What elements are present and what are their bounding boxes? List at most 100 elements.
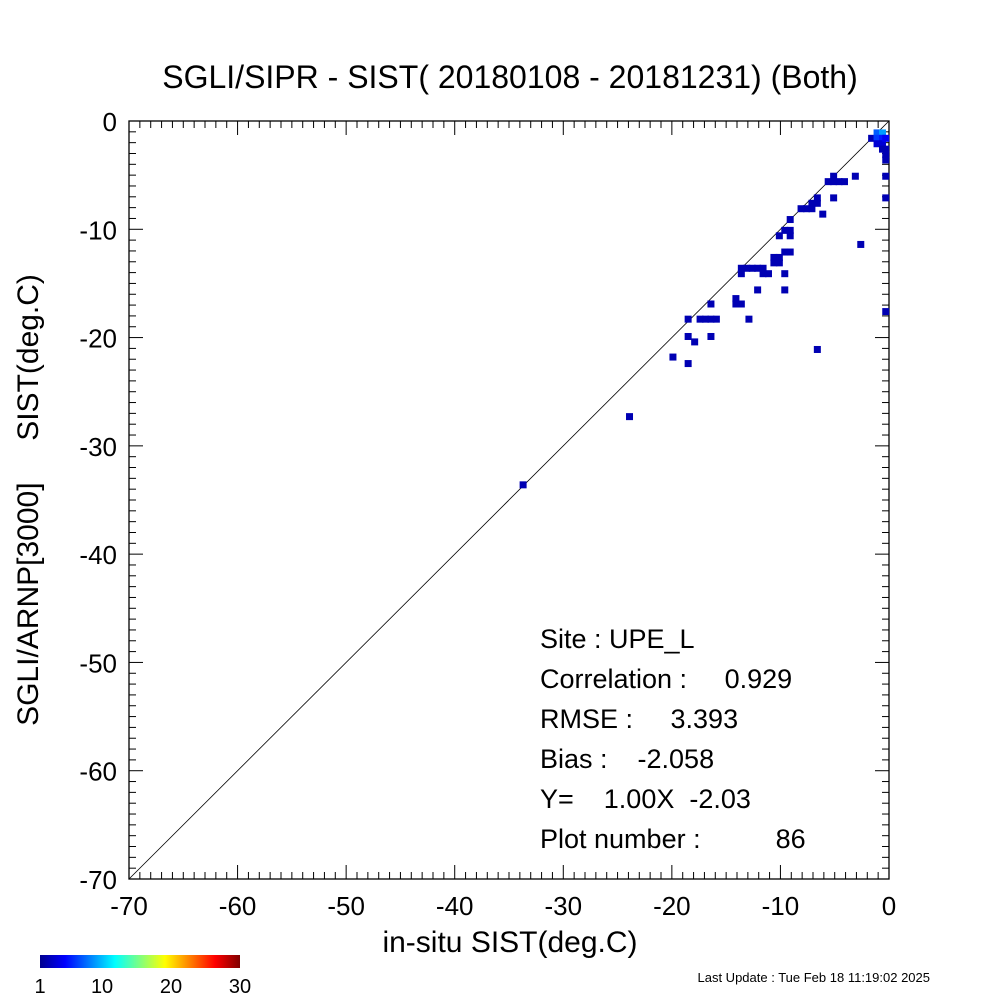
data-point	[873, 134, 881, 142]
y-axis-label: SGLI/ARNP[3000] SIST(deg.C)	[12, 274, 45, 726]
minor-ticks	[128, 120, 890, 880]
data-point	[781, 270, 789, 278]
x-tick-label: -30	[544, 891, 582, 921]
y-tick-label: -40	[79, 540, 117, 570]
data-point	[712, 315, 720, 323]
data-point	[669, 353, 677, 361]
y-tick-label: -50	[79, 648, 117, 678]
data-point	[732, 300, 740, 308]
colorbar-gradient	[40, 955, 240, 968]
stats-line: RMSE : 3.393	[540, 704, 738, 734]
data-point	[813, 345, 821, 353]
stats-line: Y= 1.00X -2.03	[540, 784, 751, 814]
data-point	[684, 332, 692, 340]
data-point	[882, 308, 890, 316]
data-point	[737, 264, 745, 272]
data-point	[830, 172, 838, 180]
data-point	[882, 172, 890, 180]
y-tick-label: 0	[103, 107, 117, 137]
data-point	[882, 145, 890, 153]
data-point	[684, 315, 692, 323]
y-tick-label: -60	[79, 757, 117, 787]
x-tick-label: -70	[110, 891, 148, 921]
data-point	[626, 413, 634, 421]
data-point	[851, 172, 859, 180]
data-point	[824, 178, 832, 186]
data-point	[684, 360, 692, 368]
chart-title-group: SGLI/SIPR - SIST( 20180108 - 20181231) (…	[162, 59, 857, 95]
data-point	[759, 264, 767, 272]
reference-line-y-equals-x	[128, 120, 890, 880]
data-point	[737, 270, 745, 278]
x-tick-labels: -70 -60 -50 -40 -30 -20 -10 0	[110, 891, 896, 921]
stats-line: Correlation : 0.929	[540, 664, 792, 694]
data-point	[882, 156, 890, 164]
stats-line: Bias : -2.058	[540, 744, 714, 774]
data-point	[748, 264, 756, 272]
colorbar-tick-labels: 1 10 20 30	[34, 976, 251, 998]
data-point	[802, 205, 810, 213]
data-point	[770, 253, 778, 261]
data-point	[882, 134, 890, 142]
data-point	[878, 140, 886, 148]
data-point	[754, 264, 762, 272]
y-tick-label: -70	[79, 865, 117, 895]
x-tick-label: -50	[327, 891, 365, 921]
data-point	[781, 248, 789, 256]
data-point	[830, 178, 838, 186]
data-point	[691, 338, 699, 346]
stats-box: Site : UPE_L Correlation : 0.929 RMSE : 3.…	[540, 624, 806, 854]
data-point	[882, 151, 890, 159]
data-point	[808, 205, 816, 213]
data-point	[732, 295, 740, 303]
data-points	[519, 129, 890, 489]
data-point	[830, 194, 838, 202]
data-point	[786, 216, 794, 224]
data-point	[819, 210, 827, 218]
data-point	[878, 129, 886, 137]
data-point	[702, 315, 710, 323]
colorbar-tick-label: 1	[34, 976, 45, 998]
data-point	[840, 178, 848, 186]
y-tick-label: -10	[79, 215, 117, 245]
x-tick-label: 0	[882, 891, 896, 921]
data-point	[786, 248, 794, 256]
data-point	[696, 315, 704, 323]
x-axis-label: in-situ SIST(deg.C)	[382, 926, 637, 959]
data-point	[873, 129, 881, 137]
data-point	[775, 259, 783, 267]
data-point	[835, 178, 843, 186]
data-point	[813, 199, 821, 207]
data-point	[737, 300, 745, 308]
data-point	[868, 134, 876, 142]
data-point	[873, 140, 881, 148]
data-point	[519, 481, 527, 489]
x-tick-label: -20	[653, 891, 691, 921]
colorbar-tick-label: 10	[91, 976, 113, 998]
stats-line: Site : UPE_L	[540, 624, 695, 654]
x-tick-label: -40	[436, 891, 474, 921]
data-point	[781, 286, 789, 294]
colorbar-tick-label: 20	[160, 976, 182, 998]
x-tick-label: -60	[219, 891, 257, 921]
colorbar: 1 10 20 30	[34, 955, 251, 998]
data-point	[707, 332, 715, 340]
data-point	[786, 226, 794, 234]
data-point	[770, 259, 778, 267]
last-update-text: Last Update : Tue Feb 18 11:19:02 2025	[698, 970, 931, 985]
y-tick-label: -30	[79, 432, 117, 462]
stats-line: Plot number : 86	[540, 824, 806, 854]
data-point	[786, 232, 794, 240]
data-point	[882, 194, 890, 202]
data-point	[775, 232, 783, 240]
data-point	[743, 264, 751, 272]
data-point	[813, 194, 821, 202]
y-tick-labels: 0 -10 -20 -30 -40 -50 -60 -70	[79, 107, 117, 895]
data-point	[775, 253, 783, 261]
chart-title: SGLI/SIPR - SIST( 20180108 - 20181231) (…	[162, 59, 857, 95]
colorbar-tick-label: 30	[229, 976, 251, 998]
x-tick-label: -10	[762, 891, 800, 921]
data-point	[707, 315, 715, 323]
data-point	[759, 270, 767, 278]
